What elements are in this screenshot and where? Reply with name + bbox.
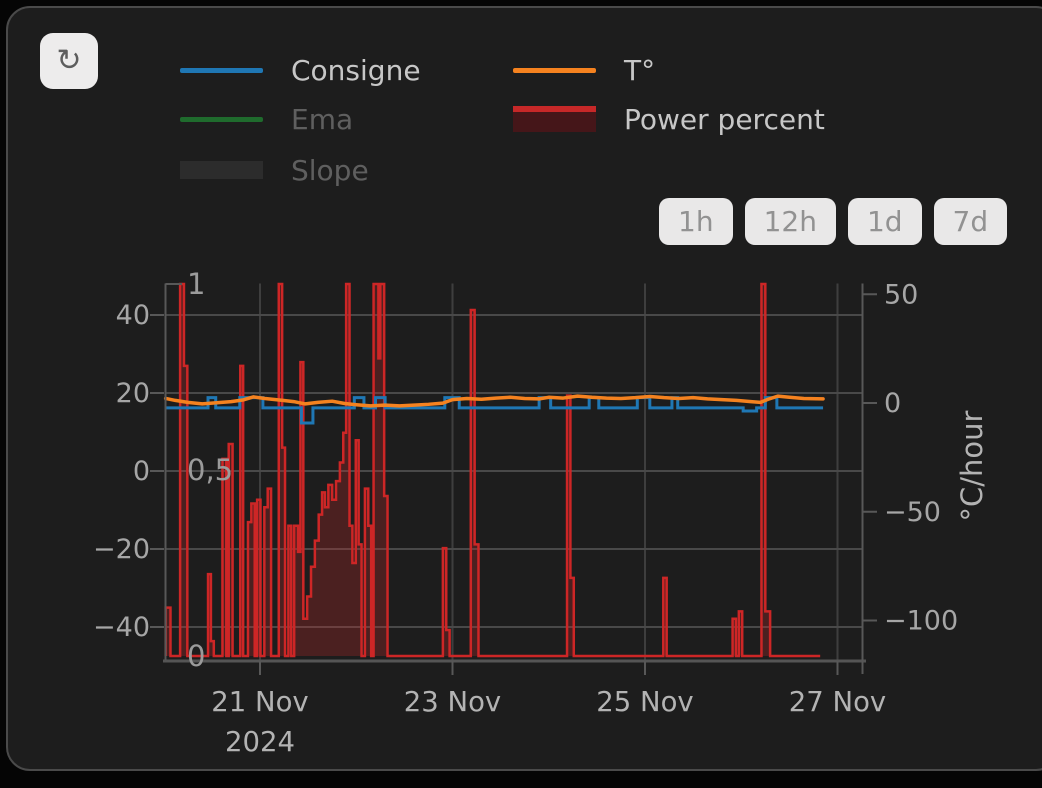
svg-text:−100: −100 bbox=[884, 606, 958, 637]
svg-text:0: 0 bbox=[884, 388, 901, 419]
svg-text:−50: −50 bbox=[884, 497, 941, 528]
axis-labels: 40 20 0 −20 −40 1 0,5 0 50 0 −50 −100 21 Nov 23 Nov 25… bbox=[93, 267, 989, 758]
svg-text:0: 0 bbox=[187, 639, 205, 673]
legend-item-temperature[interactable]: T° bbox=[513, 53, 656, 87]
legend-item-consigne[interactable]: Consigne bbox=[180, 53, 421, 87]
consigne-line-swatch-icon bbox=[180, 67, 263, 73]
svg-text:2024: 2024 bbox=[225, 726, 295, 758]
chart-canvas[interactable]: 40 20 0 −20 −40 1 0,5 0 50 0 −50 −100 21 Nov 23 Nov 25… bbox=[6, 6, 1042, 771]
svg-text:20: 20 bbox=[116, 378, 150, 409]
svg-text:°C/hour: °C/hour bbox=[955, 410, 989, 521]
series-power-percent bbox=[164, 282, 821, 658]
series-temperature bbox=[163, 394, 825, 408]
svg-text:27 Nov: 27 Nov bbox=[789, 686, 886, 718]
slope-box-swatch-icon bbox=[180, 161, 263, 179]
range-buttons: 1h 12h 1d 7d bbox=[659, 198, 1008, 245]
legend-label-consigne: Consigne bbox=[291, 53, 421, 87]
svg-text:1: 1 bbox=[187, 267, 205, 301]
chart-card: 40 20 0 −20 −40 1 0,5 0 50 0 −50 −100 21 Nov 23 Nov 25… bbox=[6, 6, 1042, 771]
refresh-button[interactable]: ↻ bbox=[40, 33, 98, 89]
svg-text:40: 40 bbox=[116, 300, 150, 331]
svg-text:21 Nov: 21 Nov bbox=[211, 686, 308, 718]
legend-item-ema[interactable]: Ema bbox=[180, 102, 354, 136]
range-button-1d[interactable]: 1d bbox=[847, 198, 922, 245]
legend-item-slope[interactable]: Slope bbox=[180, 153, 369, 187]
svg-text:0,5: 0,5 bbox=[187, 453, 233, 487]
svg-text:0: 0 bbox=[133, 456, 150, 487]
series-consigne bbox=[165, 396, 824, 425]
svg-text:50: 50 bbox=[884, 279, 918, 310]
axes bbox=[150, 283, 877, 675]
range-button-7d[interactable]: 7d bbox=[933, 198, 1008, 245]
svg-text:23 Nov: 23 Nov bbox=[404, 686, 501, 718]
temperature-line-swatch-icon bbox=[513, 67, 596, 73]
svg-text:−40: −40 bbox=[93, 612, 150, 643]
ema-line-swatch-icon bbox=[180, 116, 263, 122]
range-button-1h[interactable]: 1h bbox=[659, 198, 733, 245]
legend-label-power-percent: Power percent bbox=[624, 102, 825, 136]
svg-text:−20: −20 bbox=[93, 534, 150, 565]
legend-label-temperature: T° bbox=[624, 53, 656, 87]
power-percent-box-swatch-icon bbox=[513, 106, 596, 132]
range-button-12h[interactable]: 12h bbox=[744, 198, 836, 245]
svg-text:25 Nov: 25 Nov bbox=[596, 686, 693, 718]
refresh-icon: ↻ bbox=[56, 44, 82, 77]
legend-label-ema: Ema bbox=[291, 102, 354, 136]
legend-item-power-percent[interactable]: Power percent bbox=[513, 102, 825, 136]
legend-label-slope: Slope bbox=[291, 153, 369, 187]
